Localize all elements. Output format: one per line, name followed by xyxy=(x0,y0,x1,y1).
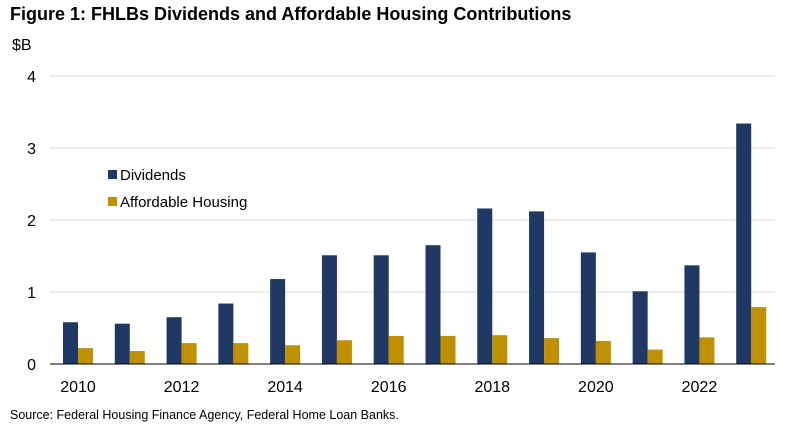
affordable-housing-bar xyxy=(233,343,249,364)
affordable-housing-bar xyxy=(78,348,93,364)
gridlines xyxy=(50,75,775,293)
affordable-housing-bar xyxy=(544,338,560,364)
affordable-housing-bar xyxy=(181,343,197,364)
affordable-housing-bar xyxy=(751,307,767,364)
y-tick-label: 4 xyxy=(27,69,36,86)
bar-chart: 0 1 2 3 4 2010 2012 2014 2016 2018 2020 2022 $B Di… xyxy=(12,37,775,396)
legend-swatch xyxy=(108,197,117,206)
y-axis-ticks: 0 1 2 3 4 xyxy=(27,69,36,374)
dividends-bar xyxy=(218,303,234,364)
affordable-housing-bar xyxy=(388,335,404,364)
legend-label: Affordable Housing xyxy=(120,194,247,211)
y-tick-label: 0 xyxy=(27,357,36,374)
x-tick-label: 2014 xyxy=(267,379,303,396)
dividends-bar xyxy=(321,255,337,364)
x-axis-ticks: 2010 2012 2014 2016 2018 2020 2022 xyxy=(60,379,717,396)
affordable-housing-bar xyxy=(285,345,301,364)
legend-swatch xyxy=(108,170,117,179)
affordable-housing-bar xyxy=(440,335,456,364)
affordable-housing-bar xyxy=(699,337,715,364)
affordable-housing-bar xyxy=(492,335,508,364)
legend: Dividends Affordable Housing xyxy=(108,167,247,211)
legend-label: Dividends xyxy=(120,167,186,184)
dividends-bar xyxy=(373,255,389,364)
dividends-bar xyxy=(166,317,182,364)
affordable-housing-bar xyxy=(336,340,352,364)
x-tick-label: 2016 xyxy=(371,379,407,396)
dividends-bar xyxy=(529,211,545,364)
dividends-bar xyxy=(580,252,596,364)
affordable-housing-bar xyxy=(595,340,611,364)
y-axis-unit-label: $B xyxy=(12,37,32,54)
source-note: Source: Federal Housing Finance Agency, … xyxy=(10,408,399,422)
x-tick-label: 2012 xyxy=(164,379,200,396)
dividends-bar xyxy=(632,291,648,364)
x-tick-label: 2010 xyxy=(60,379,96,396)
dividends-bar xyxy=(477,208,493,364)
y-tick-label: 1 xyxy=(27,285,36,302)
dividends-bar xyxy=(63,322,78,364)
y-tick-label: 3 xyxy=(27,141,36,158)
x-tick-label: 2022 xyxy=(682,379,718,396)
chart-title: Figure 1: FHLBs Dividends and Affordable… xyxy=(10,4,572,24)
affordable-housing-bar xyxy=(647,349,663,364)
bars xyxy=(63,123,767,365)
x-tick-label: 2020 xyxy=(578,379,614,396)
affordable-housing-bar xyxy=(129,351,145,364)
dividends-bar xyxy=(736,123,752,365)
dividends-bar xyxy=(684,265,700,364)
x-tick-label: 2018 xyxy=(474,379,510,396)
y-tick-label: 2 xyxy=(27,213,36,230)
dividends-bar xyxy=(114,323,130,364)
dividends-bar xyxy=(425,245,441,364)
dividends-bar xyxy=(270,279,286,364)
